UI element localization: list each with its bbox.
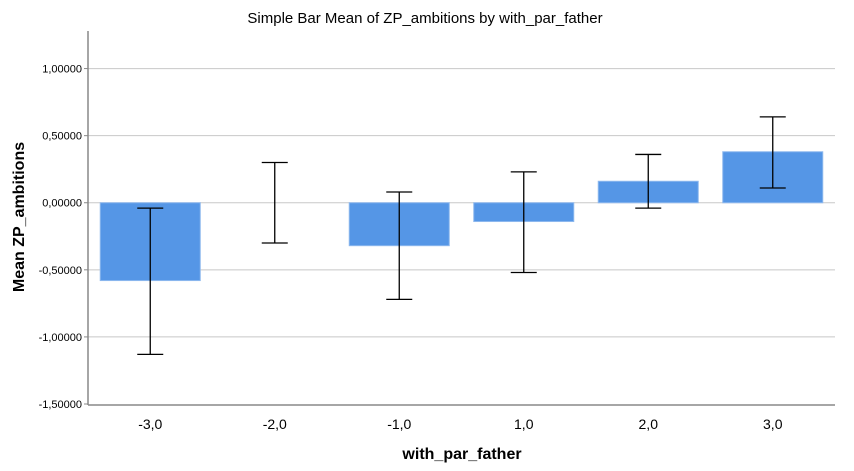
x-tick-label: 1,0 [514,416,534,432]
x-tick-label: 3,0 [763,416,783,432]
y-tick-label: 0,50000 [42,131,82,143]
y-axis-label: Mean ZP_ambitions [11,142,28,292]
x-tick-label: -3,0 [138,416,162,432]
y-tick-label: 0,00000 [42,198,82,210]
y-tick-label: -1,50000 [39,399,82,411]
y-tick-label: -1,00000 [39,332,82,344]
y-tick-label: -0,50000 [39,265,82,277]
y-tick-label: 1,00000 [42,64,82,76]
x-tick-label: -2,0 [263,416,287,432]
x-tick-label: 2,0 [639,416,659,432]
chart-title: Simple Bar Mean of ZP_ambitions by with_… [247,10,602,27]
x-tick-label: -1,0 [387,416,411,432]
x-axis-label: with_par_father [401,446,521,463]
